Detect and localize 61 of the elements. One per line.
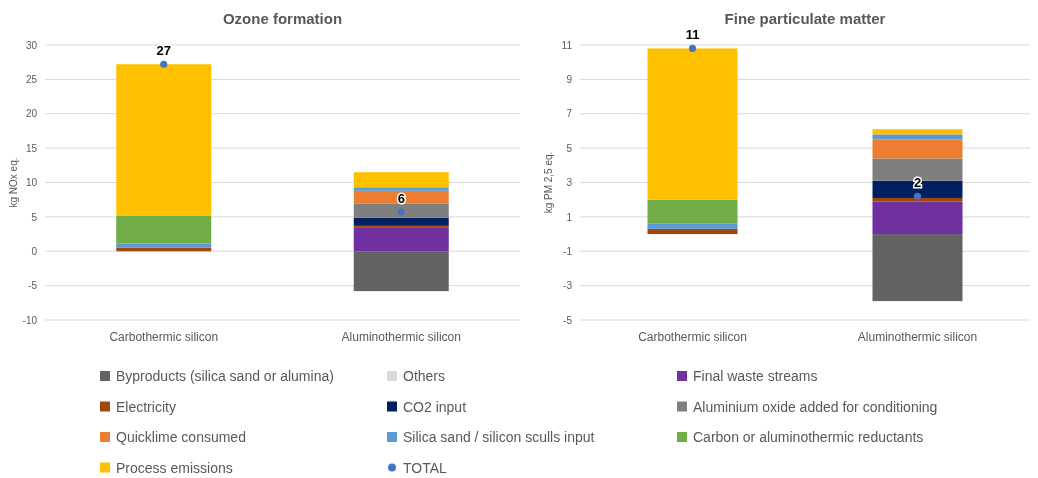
bar	[353, 203, 449, 218]
data-label: 27	[156, 43, 171, 59]
chart-title: Fine particulate matter	[724, 10, 886, 27]
bar	[353, 187, 449, 191]
legend-label: Others	[403, 368, 446, 384]
bar	[872, 234, 963, 302]
bar	[872, 180, 963, 198]
legend-label: Aluminium oxide added for conditioning	[693, 398, 938, 415]
bar	[116, 243, 212, 248]
bar	[872, 134, 963, 140]
y-tick-label: -5	[563, 314, 573, 326]
bar	[353, 225, 449, 228]
bar	[647, 223, 738, 229]
x-tick-label: Carbothermic silicon	[638, 329, 747, 344]
bar	[353, 227, 449, 252]
y-tick-label: 30	[25, 39, 38, 51]
x-tick-label: Aluminothermic silicon	[341, 329, 461, 344]
y-axis-title: kg PM 2,5 eq.	[543, 151, 554, 214]
bar	[872, 129, 963, 135]
y-axis-title: kg NOx eq.	[8, 157, 19, 208]
y-tick-label: 15	[25, 142, 38, 154]
bar	[353, 190, 449, 204]
bar	[353, 251, 449, 292]
x-tick-label: Aluminothermic silicon	[857, 329, 978, 344]
x-tick-label: Carbothermic silicon	[109, 329, 219, 344]
y-tick-label: 1	[566, 211, 573, 223]
bar	[872, 201, 963, 235]
legend-label: TOTAL	[403, 459, 448, 476]
legend-label: Quicklime consumed	[116, 429, 246, 445]
legend-label: CO2 input	[403, 398, 467, 415]
y-tick-label: 5	[31, 211, 38, 223]
bar	[647, 228, 738, 235]
legend-label: Byproducts (silica sand or alumina)	[116, 368, 334, 384]
y-tick-label: 20	[25, 108, 38, 120]
bar	[647, 199, 738, 224]
y-tick-label: -5	[28, 280, 38, 292]
chart-title: Ozone formation	[222, 10, 343, 27]
y-tick-label: 7	[566, 108, 573, 120]
y-tick-label: 11	[561, 39, 573, 51]
y-tick-label: -1	[563, 245, 573, 257]
y-tick-label: 5	[566, 142, 573, 154]
bar	[116, 64, 212, 216]
y-tick-label: 0	[31, 245, 38, 257]
legend-label: Silica sand / silicon sculls input	[403, 429, 595, 445]
y-tick-label: 9	[566, 74, 573, 86]
data-label: 11	[685, 27, 700, 43]
bar	[647, 48, 738, 200]
bar	[353, 172, 449, 188]
legend-label: Final waste streams	[693, 368, 818, 384]
data-label: 6	[397, 191, 405, 207]
legend-label: Process emissions	[116, 459, 233, 476]
legend-label: Carbon or aluminothermic reductants	[693, 429, 924, 445]
y-tick-label: 10	[25, 177, 38, 189]
bar	[353, 217, 449, 226]
bar	[872, 139, 963, 159]
legend-label: Electricity	[116, 398, 176, 415]
y-tick-label: 25	[25, 74, 38, 86]
y-tick-label: 3	[566, 177, 573, 189]
bar	[116, 215, 212, 244]
y-tick-label: -10	[22, 314, 38, 326]
y-tick-label: -3	[563, 280, 573, 292]
